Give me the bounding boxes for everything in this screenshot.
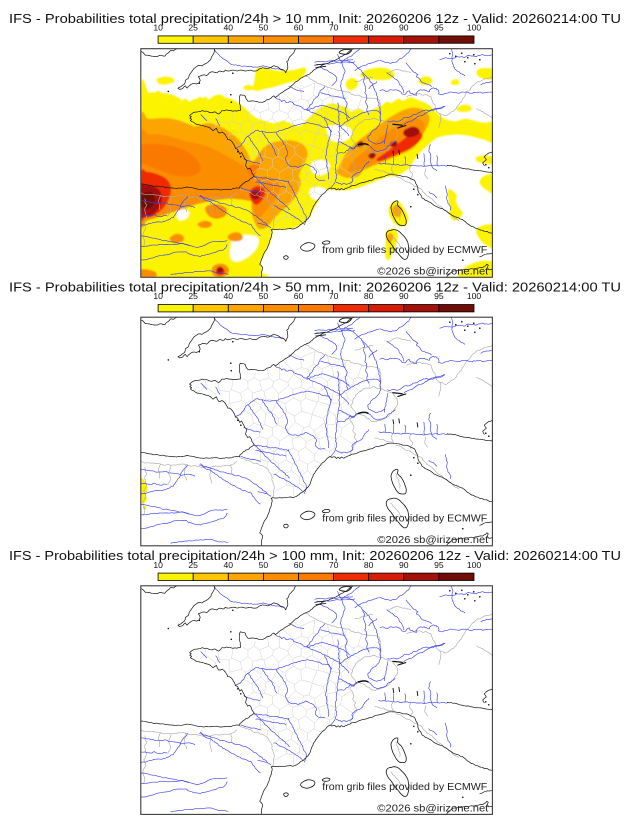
svg-text:IFS - Probabilities total prec: IFS - Probabilities total precipitation/… bbox=[9, 280, 621, 295]
svg-text:10: 10 bbox=[153, 560, 163, 570]
svg-text:100: 100 bbox=[467, 291, 482, 301]
svg-text:60: 60 bbox=[294, 23, 304, 33]
svg-text:80: 80 bbox=[364, 291, 374, 301]
svg-text:from grib files provided by EC: from grib files provided by ECMWF bbox=[322, 514, 487, 525]
svg-text:70: 70 bbox=[329, 291, 339, 301]
svg-text:60: 60 bbox=[294, 291, 304, 301]
svg-text:40: 40 bbox=[224, 560, 234, 570]
svg-text:10: 10 bbox=[153, 23, 163, 33]
svg-text:40: 40 bbox=[224, 23, 234, 33]
svg-text:10: 10 bbox=[153, 291, 163, 301]
svg-text:IFS - Probabilities total prec: IFS - Probabilities total precipitation/… bbox=[9, 11, 621, 26]
svg-text:25: 25 bbox=[188, 291, 198, 301]
svg-text:©2026 sb@irizone.net: ©2026 sb@irizone.net bbox=[377, 803, 488, 814]
svg-text:60: 60 bbox=[294, 560, 304, 570]
svg-text:100: 100 bbox=[467, 23, 482, 33]
svg-text:70: 70 bbox=[329, 23, 339, 33]
svg-text:IFS - Probabilities total prec: IFS - Probabilities total precipitation/… bbox=[9, 548, 621, 563]
svg-text:25: 25 bbox=[188, 560, 198, 570]
svg-text:50: 50 bbox=[259, 291, 269, 301]
svg-text:©2026 sb@irizone.net: ©2026 sb@irizone.net bbox=[377, 266, 488, 277]
svg-text:25: 25 bbox=[188, 23, 198, 33]
svg-text:95: 95 bbox=[434, 291, 444, 301]
svg-text:95: 95 bbox=[434, 23, 444, 33]
svg-text:90: 90 bbox=[399, 291, 409, 301]
svg-text:from grib files provided by EC: from grib files provided by ECMWF bbox=[322, 782, 487, 793]
svg-text:90: 90 bbox=[399, 23, 409, 33]
svg-text:©2026 sb@irizone.net: ©2026 sb@irizone.net bbox=[377, 535, 488, 546]
svg-text:50: 50 bbox=[259, 23, 269, 33]
svg-text:50: 50 bbox=[259, 560, 269, 570]
svg-text:70: 70 bbox=[329, 560, 339, 570]
svg-text:80: 80 bbox=[364, 23, 374, 33]
svg-text:100: 100 bbox=[467, 560, 482, 570]
svg-text:from grib files provided by EC: from grib files provided by ECMWF bbox=[322, 245, 487, 256]
svg-text:95: 95 bbox=[434, 560, 444, 570]
svg-text:40: 40 bbox=[224, 291, 234, 301]
svg-text:90: 90 bbox=[399, 560, 409, 570]
svg-text:80: 80 bbox=[364, 560, 374, 570]
